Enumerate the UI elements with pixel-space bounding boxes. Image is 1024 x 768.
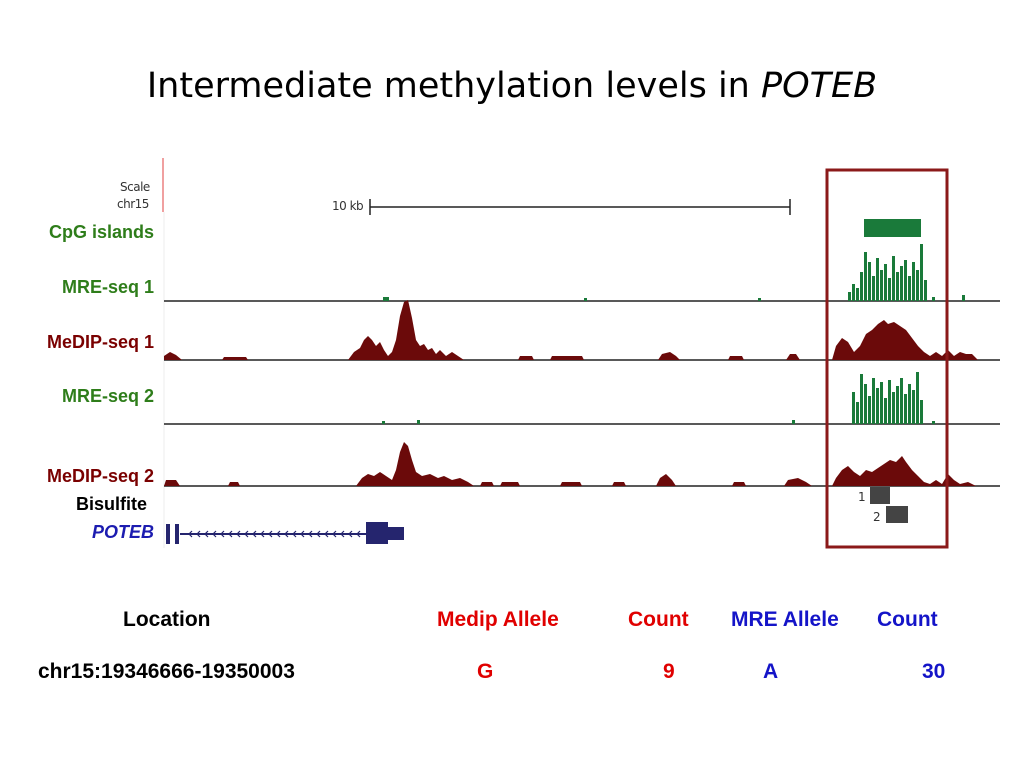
scale-label: Scale (120, 180, 150, 194)
track-label-mre-seq-1: MRE-seq 1 (61, 277, 154, 297)
title-gene: POTEB (760, 66, 878, 106)
row-mre-count: 30 (922, 660, 946, 683)
title-text: Intermediate methylation levels in (146, 66, 761, 106)
track-label-bisulfite: Bisulfite (75, 494, 147, 514)
bisulfite-item-1 (870, 487, 890, 504)
header-mre-count: Count (877, 608, 938, 631)
highlight-region-box (825, 168, 949, 549)
header-mre-allele: MRE Allele (731, 608, 839, 631)
poteb-gene-model (166, 522, 404, 544)
track-label-cpg-islands: CpG islands (48, 222, 154, 242)
bisulfite-item-1-label: 1 (858, 490, 866, 504)
cpg-island-block (864, 219, 921, 237)
mre-seq-1-track (164, 244, 1000, 302)
slide-title: Intermediate methylation levels in POTEB (0, 66, 1024, 106)
poteb-intron-arrows (188, 530, 361, 538)
track-label-poteb: POTEB (91, 522, 154, 542)
row-medip-count: 9 (663, 660, 675, 683)
bisulfite-item-2 (886, 506, 908, 523)
scale-bar (369, 199, 791, 215)
track-label-medip-seq-1: MeDIP-seq 1 (46, 332, 154, 352)
mre-seq-2-peaks (852, 372, 923, 424)
mre-seq-2-track (164, 372, 1000, 425)
mre-seq-1-peaks (848, 244, 927, 301)
chrom-label: chr15 (117, 197, 149, 210)
row-medip-allele: G (477, 660, 494, 683)
scale-bar-label: 10 kb (332, 199, 364, 213)
medip-seq-1-track (164, 300, 1000, 361)
row-mre-allele: A (763, 660, 779, 683)
medip-seq-2-track (164, 442, 1000, 487)
row-location: chr15:19346666-19350003 (38, 660, 295, 683)
track-label-medip-seq-2: MeDIP-seq 2 (46, 466, 154, 486)
header-medip-allele: Medip Allele (437, 608, 559, 631)
header-location: Location (123, 608, 211, 631)
header-medip-count: Count (628, 608, 689, 631)
track-label-mre-seq-2: MRE-seq 2 (61, 386, 154, 406)
bisulfite-item-2-label: 2 (873, 510, 881, 524)
